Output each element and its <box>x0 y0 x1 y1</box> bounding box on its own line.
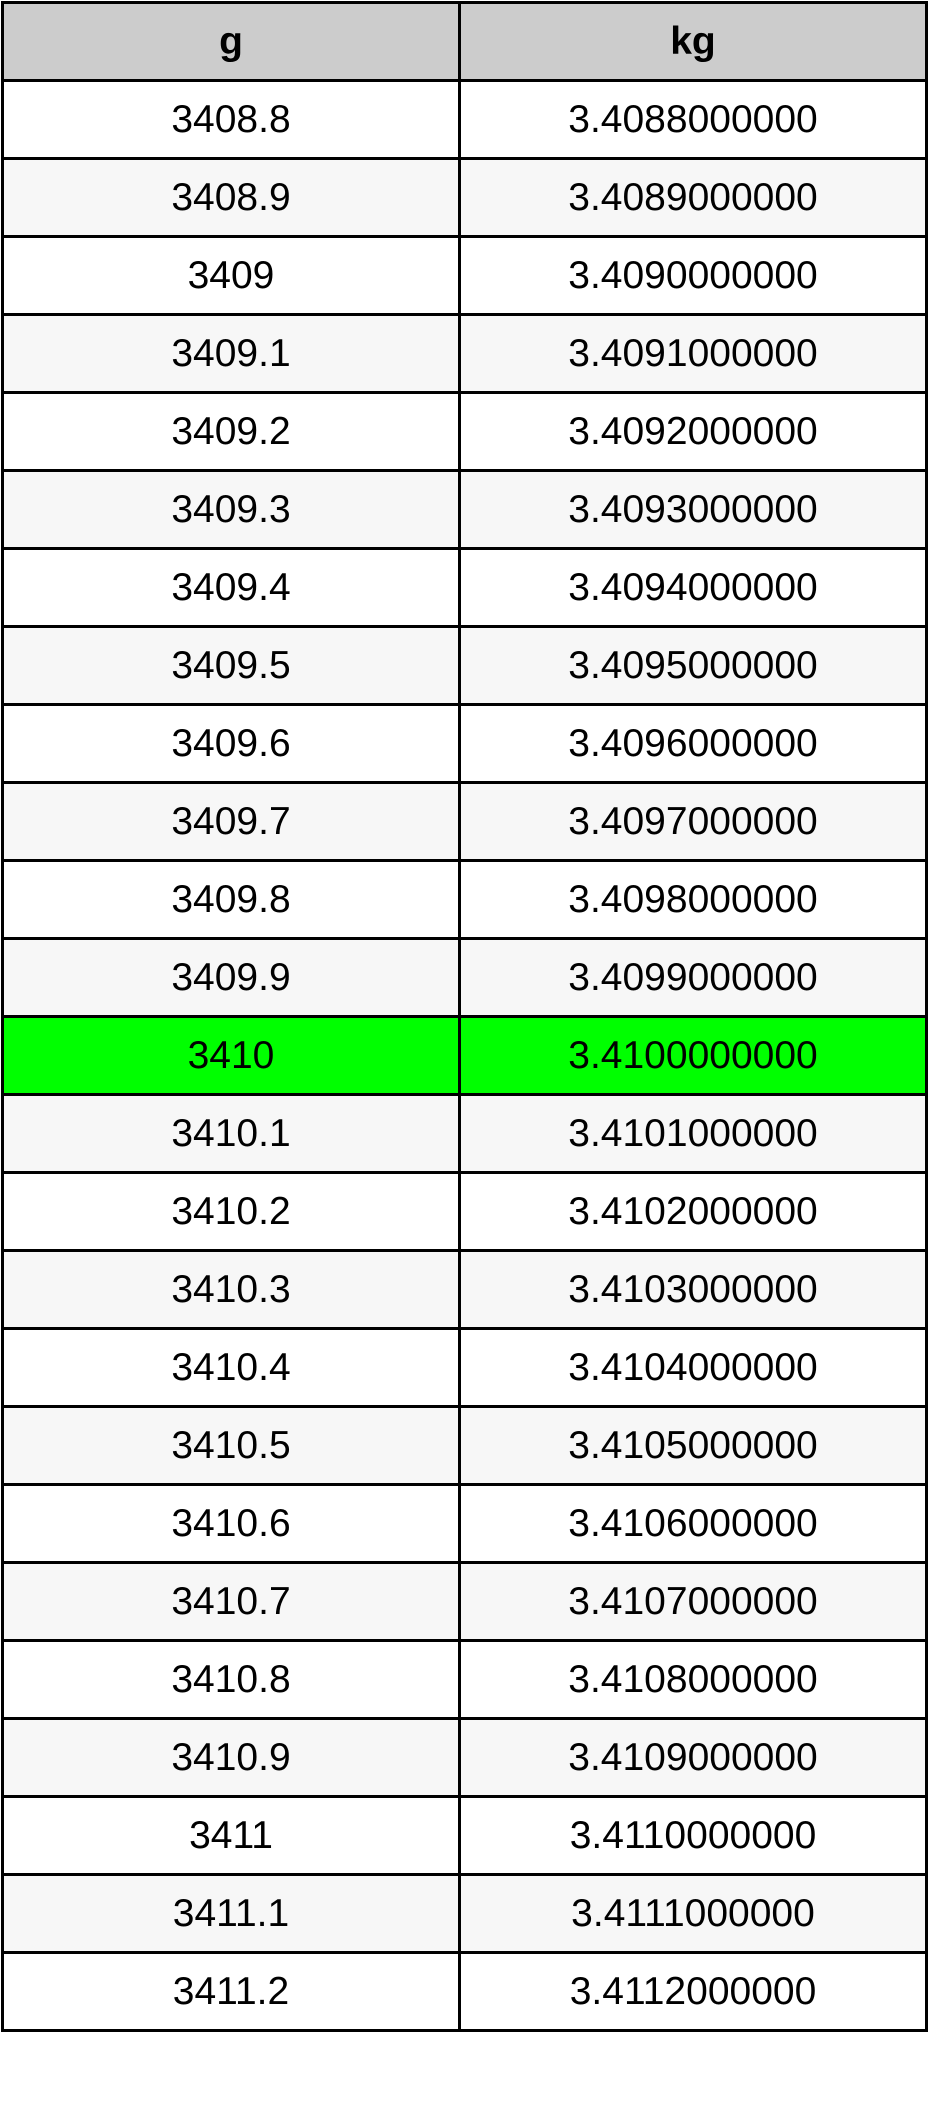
g-cell: 3411.2 <box>1 1951 461 2032</box>
table-row: 3409.3 3.4093000000 <box>1 469 928 550</box>
header-row: g kg <box>1 1 928 82</box>
g-cell: 3409.6 <box>1 703 461 784</box>
g-cell: 3410.2 <box>1 1171 461 1252</box>
conversion-table: g kg 3408.8 3.4088000000 3408.9 3.408900000… <box>1 1 928 2032</box>
kg-cell: 3.4105000000 <box>458 1405 928 1486</box>
kg-cell: 3.4090000000 <box>458 235 928 316</box>
table-row: 3410.6 3.4106000000 <box>1 1483 928 1564</box>
table-row: 3408.8 3.4088000000 <box>1 79 928 160</box>
table-row: 3408.9 3.4089000000 <box>1 157 928 238</box>
g-cell: 3409.5 <box>1 625 461 706</box>
g-cell: 3411 <box>1 1795 461 1876</box>
kg-cell: 3.4096000000 <box>458 703 928 784</box>
g-cell: 3409.9 <box>1 937 461 1018</box>
kg-cell: 3.4111000000 <box>458 1873 928 1954</box>
kg-cell: 3.4110000000 <box>458 1795 928 1876</box>
g-cell: 3409 <box>1 235 461 316</box>
kg-cell: 3.4112000000 <box>458 1951 928 2032</box>
kg-cell: 3.4094000000 <box>458 547 928 628</box>
kg-cell: 3.4098000000 <box>458 859 928 940</box>
table-row: 3410.2 3.4102000000 <box>1 1171 928 1252</box>
table-row: 3410.3 3.4103000000 <box>1 1249 928 1330</box>
kg-cell: 3.4107000000 <box>458 1561 928 1642</box>
g-cell: 3409.4 <box>1 547 461 628</box>
g-cell: 3409.7 <box>1 781 461 862</box>
table-row: 3409.9 3.4099000000 <box>1 937 928 1018</box>
g-cell: 3410 <box>1 1015 461 1096</box>
kg-cell: 3.4104000000 <box>458 1327 928 1408</box>
g-cell: 3410.5 <box>1 1405 461 1486</box>
table-row: 3410.8 3.4108000000 <box>1 1639 928 1720</box>
table-row: 3409.1 3.4091000000 <box>1 313 928 394</box>
table-row: 3411.1 3.4111000000 <box>1 1873 928 1954</box>
g-cell: 3410.3 <box>1 1249 461 1330</box>
g-cell: 3409.8 <box>1 859 461 940</box>
table-row: 3411.2 3.4112000000 <box>1 1951 928 2032</box>
table-row: 3409.4 3.4094000000 <box>1 547 928 628</box>
g-cell: 3408.9 <box>1 157 461 238</box>
table-row: 3410.4 3.4104000000 <box>1 1327 928 1408</box>
g-cell: 3410.1 <box>1 1093 461 1174</box>
table-row: 3410.7 3.4107000000 <box>1 1561 928 1642</box>
table-row: 3409.5 3.4095000000 <box>1 625 928 706</box>
header-g: g <box>1 1 461 82</box>
g-cell: 3411.1 <box>1 1873 461 1954</box>
header-kg: kg <box>458 1 928 82</box>
g-cell: 3410.4 <box>1 1327 461 1408</box>
table-row: 3409.7 3.4097000000 <box>1 781 928 862</box>
table-row: 3409.6 3.4096000000 <box>1 703 928 784</box>
g-cell: 3409.1 <box>1 313 461 394</box>
g-cell: 3409.2 <box>1 391 461 472</box>
kg-cell: 3.4093000000 <box>458 469 928 550</box>
table-row: 3411 3.4110000000 <box>1 1795 928 1876</box>
kg-cell: 3.4092000000 <box>458 391 928 472</box>
table-row: 3410.9 3.4109000000 <box>1 1717 928 1798</box>
kg-cell: 3.4089000000 <box>458 157 928 238</box>
kg-cell: 3.4097000000 <box>458 781 928 862</box>
kg-cell: 3.4106000000 <box>458 1483 928 1564</box>
g-cell: 3409.3 <box>1 469 461 550</box>
kg-cell: 3.4109000000 <box>458 1717 928 1798</box>
kg-cell: 3.4108000000 <box>458 1639 928 1720</box>
g-cell: 3410.7 <box>1 1561 461 1642</box>
kg-cell: 3.4099000000 <box>458 937 928 1018</box>
g-cell: 3410.8 <box>1 1639 461 1720</box>
table-row: 3410.5 3.4105000000 <box>1 1405 928 1486</box>
g-cell: 3410.6 <box>1 1483 461 1564</box>
table-row: 3410.1 3.4101000000 <box>1 1093 928 1174</box>
table-row: 3409.8 3.4098000000 <box>1 859 928 940</box>
kg-cell: 3.4088000000 <box>458 79 928 160</box>
kg-cell: 3.4100000000 <box>458 1015 928 1096</box>
table-row: 3409.2 3.4092000000 <box>1 391 928 472</box>
kg-cell: 3.4101000000 <box>458 1093 928 1174</box>
table-row-highlighted: 3410 3.4100000000 <box>1 1015 928 1096</box>
table-row: 3409 3.4090000000 <box>1 235 928 316</box>
kg-cell: 3.4103000000 <box>458 1249 928 1330</box>
kg-cell: 3.4102000000 <box>458 1171 928 1252</box>
g-cell: 3408.8 <box>1 79 461 160</box>
g-cell: 3410.9 <box>1 1717 461 1798</box>
kg-cell: 3.4095000000 <box>458 625 928 706</box>
kg-cell: 3.4091000000 <box>458 313 928 394</box>
